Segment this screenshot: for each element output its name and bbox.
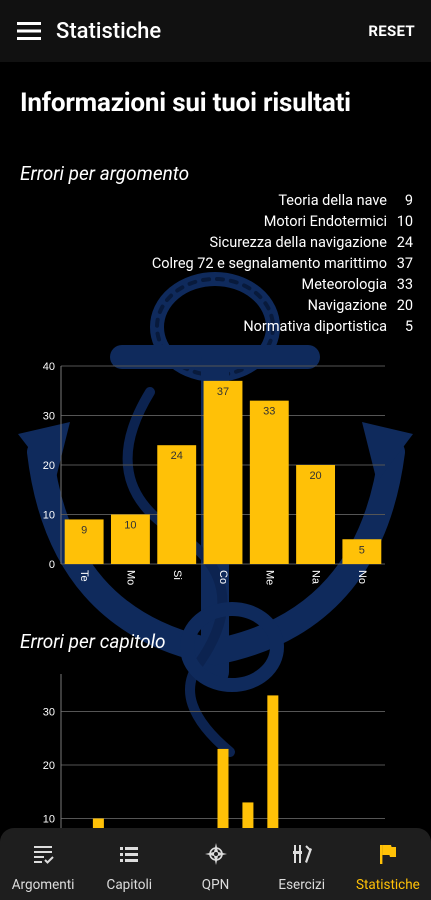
- x-tick-label: Me: [263, 570, 275, 585]
- bar: [157, 445, 197, 564]
- legend-name: Teoria della nave: [278, 192, 387, 209]
- legend-row: Sicurezza della navigazione 24: [152, 232, 413, 253]
- list-icon: [117, 842, 141, 877]
- bar: [92, 818, 104, 828]
- bar: [242, 802, 254, 828]
- bar-data-label: 33: [263, 406, 275, 418]
- bar-data-label: 37: [217, 386, 229, 398]
- compass-rose-icon: [204, 842, 228, 877]
- tab-capitoli[interactable]: Capitoli: [86, 828, 172, 900]
- page-heading: Informazioni sui tuoi risultati: [20, 88, 351, 118]
- bar-data-label: 10: [124, 520, 136, 532]
- x-tick-label: Si: [171, 570, 183, 580]
- tab-label: Argomenti: [11, 877, 75, 893]
- bar: [296, 465, 336, 564]
- bar: [217, 748, 229, 828]
- statistics-content[interactable]: Informazioni sui tuoi risultati Errori p…: [0, 62, 431, 828]
- section-title-topics: Errori per argomento: [20, 162, 190, 185]
- legend-row: Teoria della nave 9: [152, 190, 413, 211]
- legend-name: Colreg 72 e segnalamento marittimo: [151, 255, 387, 272]
- legend-value: 33: [396, 276, 413, 293]
- menu-button[interactable]: [0, 0, 58, 62]
- legend-name: Navigazione: [307, 297, 387, 314]
- reset-button[interactable]: RESET: [368, 22, 415, 40]
- errors-by-topic-chart: 0 10 20 30 40 9 Te 10 Mo 24 Si 37 Co 33 Me 20 Na 5 No: [43, 361, 385, 585]
- y-tick-label: 20: [43, 460, 55, 472]
- app-bar-title: Statistiche: [56, 18, 162, 44]
- legend-row: Normativa diportistica 5: [152, 316, 413, 337]
- flag-icon: [376, 842, 400, 877]
- bar: [64, 519, 104, 564]
- tab-statistiche[interactable]: Statistiche: [345, 828, 431, 900]
- x-tick-label: Mo: [125, 570, 137, 585]
- bar: [203, 380, 243, 564]
- y-tick-label: 10: [43, 510, 55, 522]
- tab-qpn[interactable]: QPN: [172, 828, 258, 900]
- bar: [110, 514, 150, 564]
- legend-value: 10: [396, 213, 413, 230]
- errors-by-chapter-chart: 10 20 30: [43, 674, 385, 828]
- legend-value: 20: [396, 297, 413, 314]
- topics-legend: Teoria della nave 9 Motori Endotermici 10 Si…: [152, 190, 413, 337]
- menu-icon: [17, 22, 41, 40]
- tab-label: Esercizi: [278, 877, 325, 893]
- tools-icon: [290, 842, 314, 877]
- bar-data-label: 9: [81, 524, 87, 536]
- x-tick-label: Na: [310, 570, 322, 585]
- section-title-chapters: Errori per capitolo: [20, 630, 166, 653]
- tab-label: Statistiche: [356, 877, 420, 893]
- bar-data-label: 24: [171, 450, 183, 462]
- legend-name: Motori Endotermici: [263, 213, 387, 230]
- bar-data-label: 5: [359, 544, 365, 556]
- legend-value: 24: [396, 234, 413, 251]
- x-tick-label: No: [356, 570, 368, 584]
- y-tick-label: 20: [43, 760, 55, 772]
- legend-name: Meteorologia: [301, 276, 387, 293]
- x-tick-label: Te: [78, 570, 90, 582]
- legend-value: 37: [396, 255, 413, 272]
- bar: [267, 695, 279, 828]
- legend-name: Normativa diportistica: [243, 318, 387, 335]
- bottom-tab-bar: Argomenti Capitoli QPN Esercizi Statistiche: [0, 828, 431, 900]
- x-tick-label: Co: [217, 570, 229, 584]
- tab-label: QPN: [201, 877, 230, 893]
- bar: [249, 400, 289, 564]
- y-tick-label: 0: [49, 559, 55, 571]
- bar-data-label: 20: [309, 470, 321, 482]
- tab-esercizi[interactable]: Esercizi: [259, 828, 345, 900]
- checklist-icon: [31, 842, 55, 877]
- y-tick-label: 10: [43, 813, 55, 825]
- tab-argomenti[interactable]: Argomenti: [0, 828, 86, 900]
- legend-row: Navigazione 20: [152, 295, 413, 316]
- bar: [342, 539, 382, 564]
- app-bar: Statistiche RESET: [0, 0, 431, 62]
- tab-label: Capitoli: [106, 877, 153, 893]
- y-tick-label: 40: [43, 361, 55, 373]
- legend-row: Meteorologia 33: [152, 274, 413, 295]
- y-tick-label: 30: [43, 706, 55, 718]
- legend-name: Sicurezza della navigazione: [209, 234, 387, 251]
- legend-row: Motori Endotermici 10: [152, 211, 413, 232]
- y-tick-label: 30: [43, 411, 55, 423]
- legend-value: 9: [404, 192, 413, 209]
- legend-row: Colreg 72 e segnalamento marittimo 37: [152, 253, 413, 274]
- legend-value: 5: [404, 318, 413, 335]
